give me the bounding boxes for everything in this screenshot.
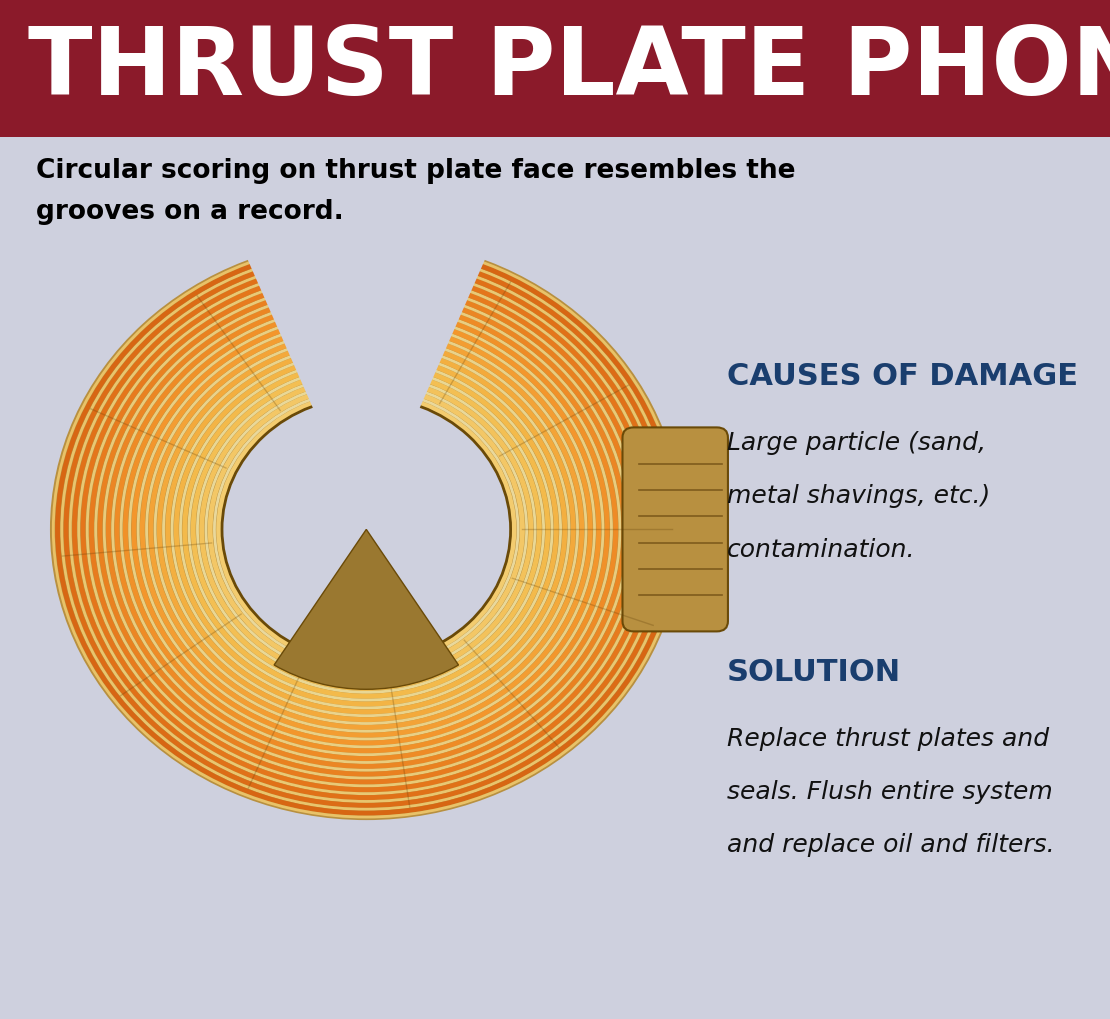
Text: THRUST PLATE PHONOGRAPHING: THRUST PLATE PHONOGRAPHING [28,22,1110,115]
Wedge shape [240,219,493,530]
Text: Replace thrust plates and: Replace thrust plates and [727,727,1049,751]
Text: CAUSES OF DAMAGE: CAUSES OF DAMAGE [727,362,1078,390]
FancyBboxPatch shape [623,428,728,632]
Bar [0,0,1110,138]
Text: Circular scoring on thrust plate face resembles the: Circular scoring on thrust plate face re… [36,158,795,183]
Text: SOLUTION: SOLUTION [727,657,901,686]
Wedge shape [274,530,458,690]
Text: seals. Flush entire system: seals. Flush entire system [727,780,1052,804]
Circle shape [50,239,683,820]
Text: and replace oil and filters.: and replace oil and filters. [727,833,1054,857]
Circle shape [222,397,511,662]
Text: Large particle (sand,: Large particle (sand, [727,431,986,455]
Text: metal shavings, etc.): metal shavings, etc.) [727,484,990,508]
Text: grooves on a record.: grooves on a record. [36,199,343,224]
Text: contamination.: contamination. [727,537,916,561]
